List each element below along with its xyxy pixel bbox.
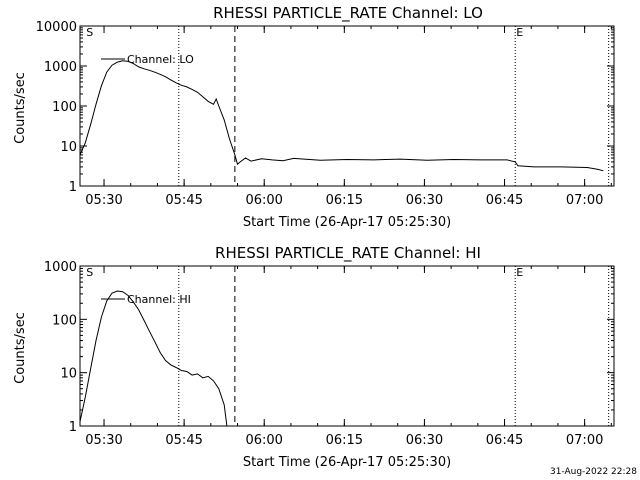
lo-series-line <box>79 60 604 172</box>
lo-y-tick-label: 10 <box>60 140 77 155</box>
hi-y-tick-label: 1 <box>69 420 77 435</box>
lo-legend-label: Channel: LO <box>127 53 194 66</box>
hi-chart-title: RHESSI PARTICLE_RATE Channel: HI <box>215 244 481 263</box>
hi-x-tick-label: 05:30 <box>85 433 122 448</box>
hi-x-tick-label: 06:15 <box>326 433 363 448</box>
lo-x-axis-label: Start Time (26-Apr-17 05:25:30) <box>243 215 451 230</box>
hi-marker-label-e: E <box>516 266 523 279</box>
lo-x-tick-label: 06:15 <box>326 193 363 208</box>
lo-y-axis-label: Counts/sec <box>13 72 28 144</box>
hi-x-tick-label: 06:30 <box>406 433 443 448</box>
lo-y-tick-label: 100 <box>52 100 77 115</box>
lo-y-tick-label: 10000 <box>36 20 77 35</box>
footer-timestamp: 31-Aug-2022 22:28 <box>550 467 637 477</box>
lo-x-tick-label: 05:30 <box>85 193 122 208</box>
hi-x-tick-label: 06:00 <box>245 433 282 448</box>
lo-channel-panel: RHESSI PARTICLE_RATE Channel: LO Start T… <box>13 4 615 230</box>
hi-y-tick-label: 100 <box>52 313 77 328</box>
hi-x-tick-label: 07:00 <box>566 433 603 448</box>
hi-y-tick-label: 10 <box>60 367 77 382</box>
hi-x-axis-label: Start Time (26-Apr-17 05:25:30) <box>243 455 451 470</box>
hi-plot-area: 05:30 05:45 06:00 06:15 06:30 06:45 07:00 1 10 10… <box>44 260 615 448</box>
lo-x-tick-label: 07:00 <box>566 193 603 208</box>
lo-chart-title: RHESSI PARTICLE_RATE Channel: LO <box>213 4 483 23</box>
lo-x-tick-label: 06:30 <box>406 193 443 208</box>
hi-legend-label: Channel: HI <box>127 293 191 306</box>
lo-marker-label-e: E <box>516 26 523 39</box>
lo-plot-area: 05:30 05:45 06:00 06:15 06:30 06:45 07:00 1 10 10… <box>36 20 615 208</box>
hi-x-tick-label: 06:45 <box>486 433 523 448</box>
hi-marker-label-s: S <box>86 266 93 279</box>
hi-channel-panel: RHESSI PARTICLE_RATE Channel: HI Start T… <box>13 244 615 470</box>
lo-y-tick-label: 1000 <box>44 60 77 75</box>
lo-x-tick-label: 05:45 <box>165 193 202 208</box>
hi-series-line <box>79 290 228 427</box>
hi-y-axis-label: Counts/sec <box>13 312 28 384</box>
hi-x-tick-label: 05:45 <box>165 433 202 448</box>
hi-plot-frame <box>79 265 615 427</box>
lo-y-tick-label: 1 <box>69 180 77 195</box>
hi-y-tick-label: 1000 <box>44 260 77 275</box>
lo-marker-label-s: S <box>86 26 93 39</box>
lo-x-tick-label: 06:00 <box>245 193 282 208</box>
lo-x-tick-label: 06:45 <box>486 193 523 208</box>
